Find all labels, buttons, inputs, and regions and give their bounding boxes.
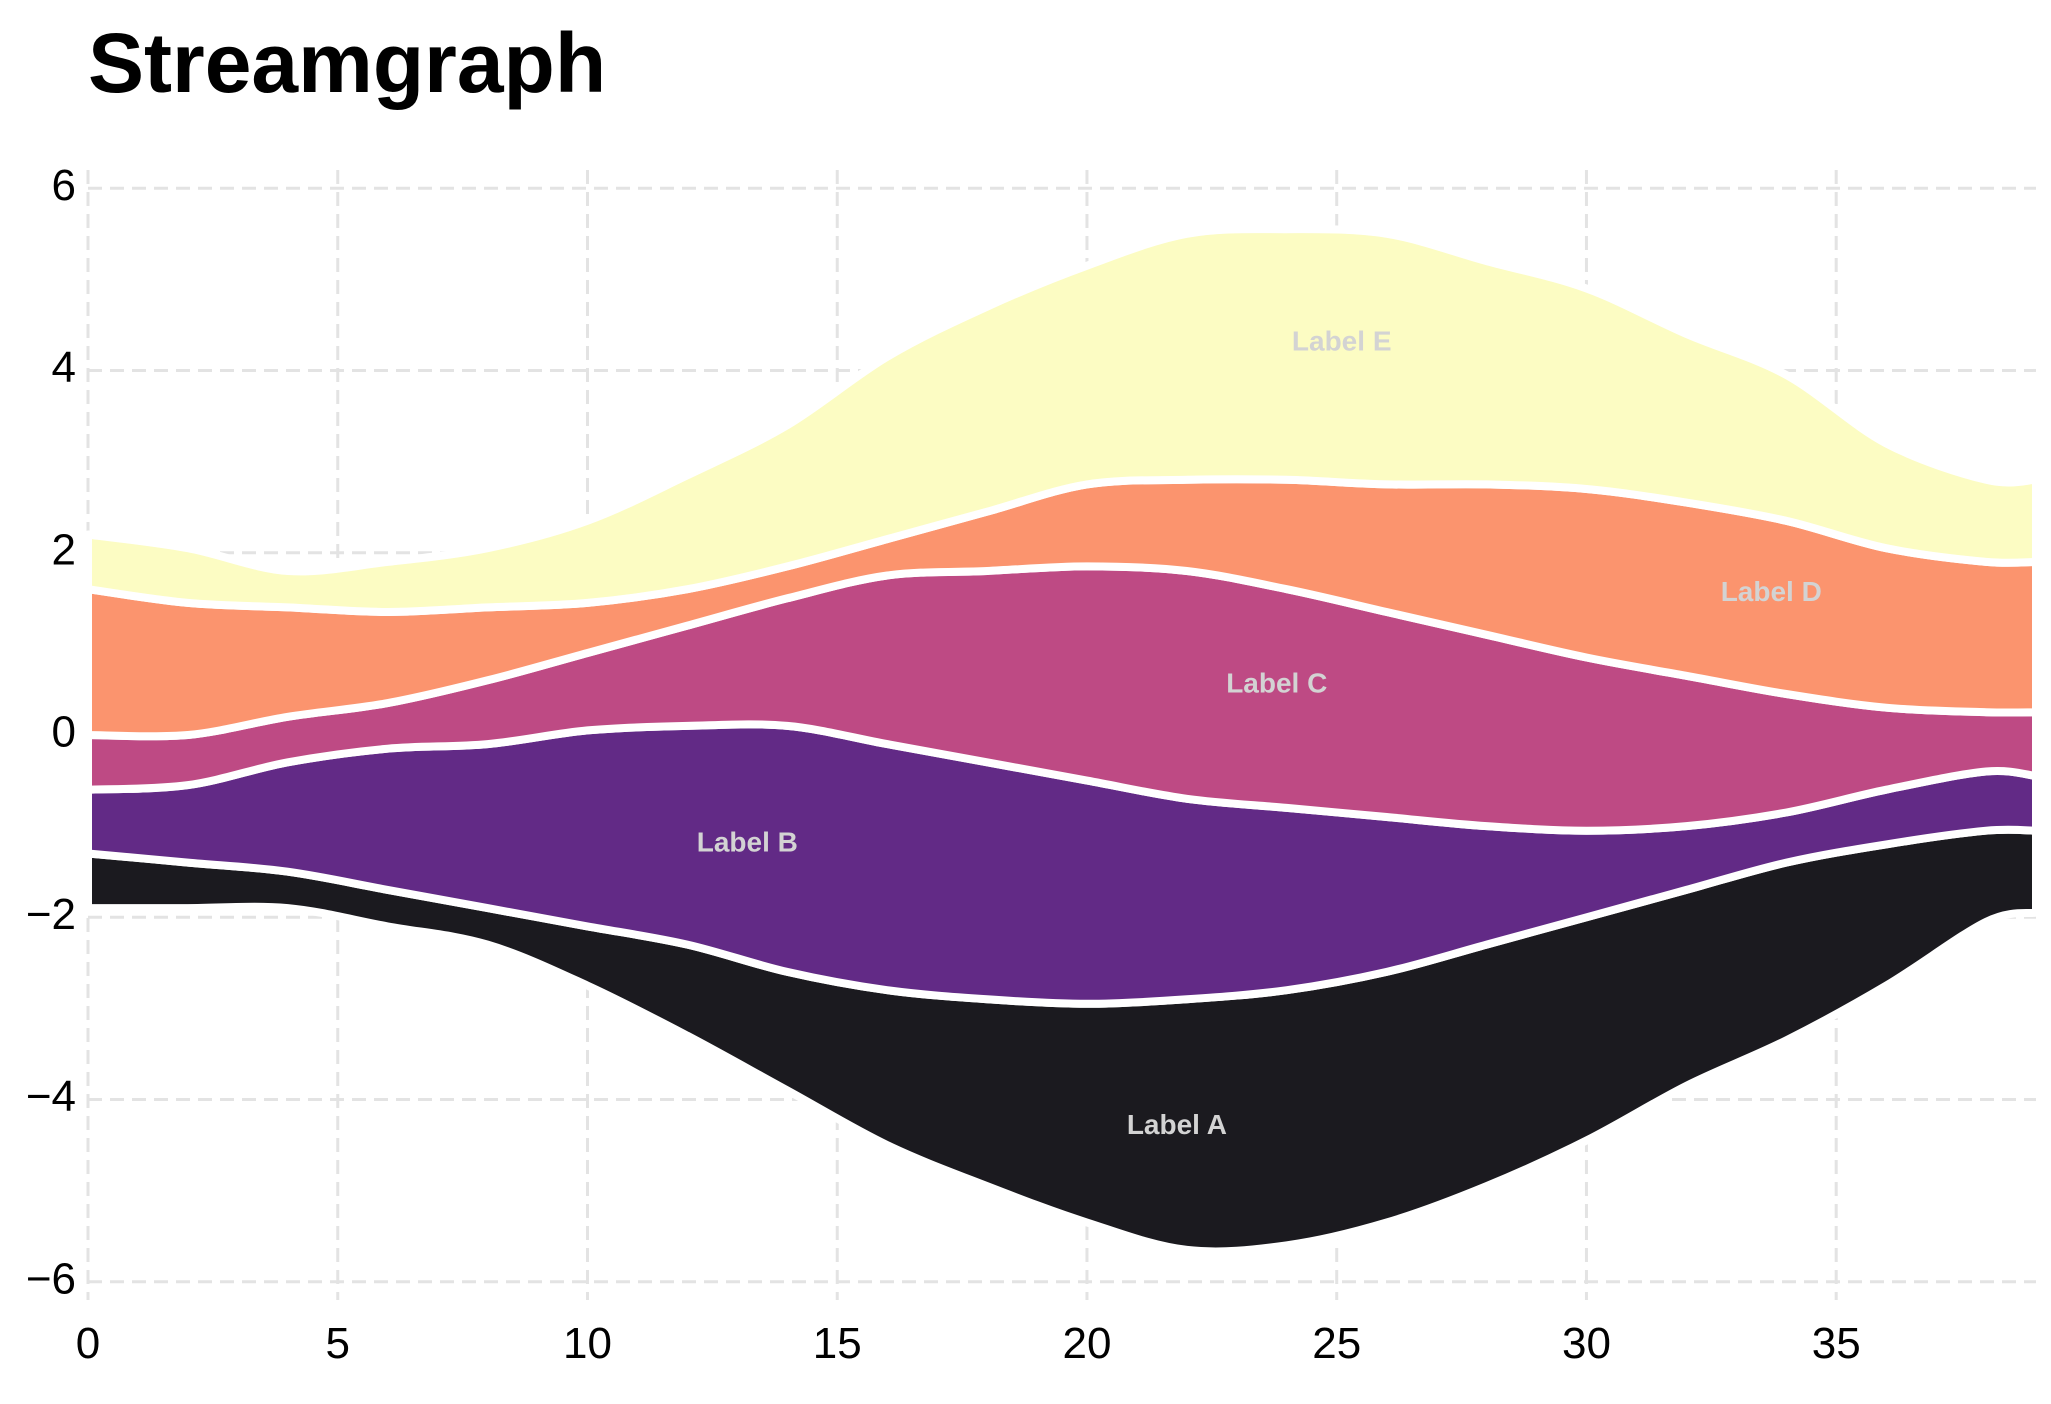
x-tick-label-3: 15 — [813, 1319, 862, 1368]
y-tick-label-2: −2 — [26, 890, 76, 939]
y-tick-label-4: 2 — [52, 525, 76, 574]
x-tick-label-6: 30 — [1562, 1319, 1611, 1368]
y-tick-label-0: −6 — [26, 1254, 76, 1303]
x-tick-label-0: 0 — [76, 1319, 100, 1368]
y-tick-label-6: 6 — [52, 161, 76, 210]
x-axis-ticks: 0 5 10 15 20 25 30 35 — [76, 1319, 1861, 1368]
y-tick-label-5: 4 — [52, 343, 76, 392]
stream-bands — [84, 225, 2040, 1256]
y-axis-ticks: −6 −4 −2 0 2 4 6 — [26, 161, 76, 1304]
stream-label-b: Label B — [697, 827, 798, 858]
stream-label-a: Label A — [1127, 1109, 1227, 1140]
x-tick-label-7: 35 — [1812, 1319, 1861, 1368]
stream-band-e — [84, 225, 2040, 616]
x-tick-label-5: 25 — [1312, 1319, 1361, 1368]
stream-labels: Label A Label B Label C Label D Label E — [697, 326, 1822, 1141]
chart-title: Streamgraph — [88, 16, 606, 110]
x-tick-label-4: 20 — [1062, 1319, 1111, 1368]
x-tick-label-2: 10 — [563, 1319, 612, 1368]
y-tick-label-3: 0 — [52, 708, 76, 757]
stream-label-e: Label E — [1292, 326, 1392, 357]
y-tick-label-1: −4 — [26, 1072, 76, 1121]
stream-label-c: Label C — [1226, 667, 1327, 698]
stream-label-d: Label D — [1721, 576, 1822, 607]
x-tick-label-1: 5 — [326, 1319, 350, 1368]
